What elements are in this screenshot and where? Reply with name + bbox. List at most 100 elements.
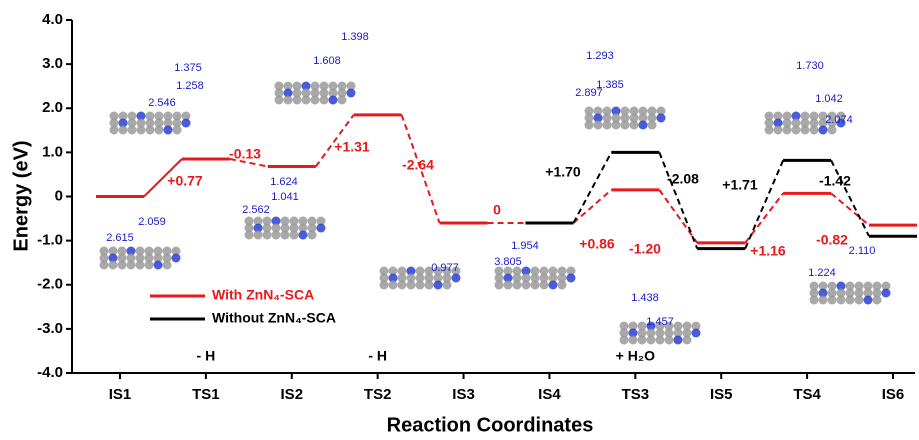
- molecule-atom: [406, 273, 416, 283]
- molecule-atom: [845, 288, 855, 298]
- molecule-atom: [162, 260, 172, 270]
- molecule-atom: [424, 273, 434, 283]
- molecule-atom: [127, 111, 137, 121]
- molecule-atom: [836, 288, 846, 298]
- y-tick-label: 4.0: [42, 11, 63, 28]
- x-tick-label: IS2: [281, 386, 304, 403]
- connector: [830, 159, 870, 237]
- molecule-atom: [388, 273, 398, 283]
- molecule-atom: [316, 216, 326, 226]
- molecule-atom: [809, 111, 819, 121]
- x-tick-label: TS1: [192, 386, 220, 403]
- molecule-atom: [406, 280, 416, 290]
- molecule-atom: [682, 328, 692, 338]
- molecule-atom: [818, 118, 828, 128]
- molecule-atom: [827, 295, 837, 305]
- molecule-atom: [872, 288, 882, 298]
- molecule-atom: [619, 328, 629, 338]
- molecule-atom: [637, 321, 647, 331]
- molecule-atom: [593, 113, 603, 123]
- molecule-atom: [691, 328, 701, 338]
- bond-label: 1.224: [808, 267, 836, 279]
- molecule-atom: [109, 111, 119, 121]
- connector: [400, 114, 441, 224]
- molecule-atom: [881, 288, 891, 298]
- molecule-atom: [655, 321, 665, 331]
- molecule-atom: [301, 88, 311, 98]
- molecule-atom: [629, 106, 639, 116]
- molecule-atom: [280, 216, 290, 226]
- molecule-atom: [171, 253, 181, 263]
- molecule-atom: [127, 125, 137, 135]
- molecule-atom: [163, 125, 173, 135]
- molecule-atom: [433, 266, 443, 276]
- x-tick-label: TS2: [364, 386, 392, 403]
- molecule-atom: [253, 223, 263, 233]
- bond-label: 1.041: [271, 191, 299, 203]
- molecule-atom: [619, 335, 629, 345]
- x-tick-label: IS1: [109, 386, 132, 403]
- step-label: -2.64: [402, 157, 434, 173]
- legend-label: Without ZnN₄-SCA: [212, 310, 336, 326]
- molecule-atom: [593, 120, 603, 130]
- molecule-atom: [274, 95, 284, 105]
- molecule-atom: [503, 266, 513, 276]
- x-tick-label: IS5: [710, 386, 733, 403]
- molecule-atom: [328, 95, 338, 105]
- molecule-atom: [181, 118, 191, 128]
- molecule-atom: [126, 260, 136, 270]
- molecule-atom: [827, 125, 837, 135]
- molecule-atom: [539, 273, 549, 283]
- molecule-atom: [283, 81, 293, 91]
- molecule-atom: [863, 288, 873, 298]
- molecule-atom: [557, 280, 567, 290]
- molecule-atom: [271, 216, 281, 226]
- molecule-atom: [611, 113, 621, 123]
- y-tick-label: -2.0: [37, 276, 63, 293]
- molecule-atom: [638, 120, 648, 130]
- molecule-atom: [153, 260, 163, 270]
- molecule-atom: [682, 335, 692, 345]
- molecule-atom: [424, 266, 434, 276]
- molecule-atom: [388, 280, 398, 290]
- molecule-atom: [809, 295, 819, 305]
- molecule-atom: [136, 118, 146, 128]
- molecule-atom: [845, 281, 855, 291]
- molecule-atom: [530, 266, 540, 276]
- molecule-atom: [262, 230, 272, 240]
- y-tick-label: -1.0: [37, 232, 63, 249]
- molecule-atom: [809, 118, 819, 128]
- molecule-atom: [512, 266, 522, 276]
- molecule-atom: [566, 273, 576, 283]
- y-tick-label: 0: [55, 187, 63, 204]
- molecule-atom: [298, 230, 308, 240]
- molecule-atom: [628, 321, 638, 331]
- molecule-atom: [548, 266, 558, 276]
- step-label: -0.13: [229, 146, 261, 162]
- step-label: +1.71: [722, 177, 758, 193]
- molecule-atom: [647, 106, 657, 116]
- molecule-atom: [253, 216, 263, 226]
- molecule-atom: [764, 111, 774, 121]
- molecule-atom: [310, 88, 320, 98]
- molecule-atom: [136, 125, 146, 135]
- molecule-atom: [424, 280, 434, 290]
- molecule-atom: [283, 88, 293, 98]
- molecule-atom: [109, 125, 119, 135]
- bond-label: 1.624: [270, 176, 298, 188]
- molecule-atom: [773, 125, 783, 135]
- molecule-atom: [310, 81, 320, 91]
- step-label: +0.86: [579, 236, 615, 252]
- molecule-atom: [319, 81, 329, 91]
- y-tick-label: 1.0: [42, 143, 63, 160]
- molecule-atom: [328, 81, 338, 91]
- x-tick-label: TS3: [622, 386, 650, 403]
- molecule-atom: [530, 273, 540, 283]
- y-tick-label: 2.0: [42, 99, 63, 116]
- molecule-atom: [809, 288, 819, 298]
- molecule-atom: [244, 223, 254, 233]
- molecule-atom: [628, 328, 638, 338]
- molecule-atom: [800, 111, 810, 121]
- molecule-atom: [818, 281, 828, 291]
- molecule-atom: [118, 118, 128, 128]
